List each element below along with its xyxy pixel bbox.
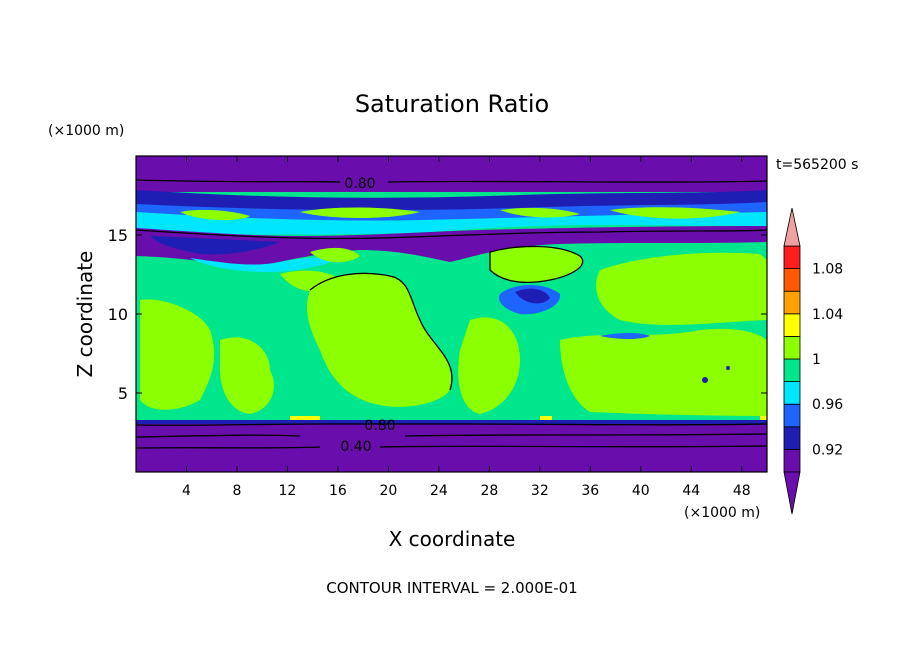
upper-blue-band — [136, 190, 767, 216]
colorbar-segment — [783, 381, 801, 405]
y-tick-label: 5 — [118, 384, 128, 403]
x-tick-label: 24 — [430, 483, 448, 499]
lower-far-right-green-region — [560, 328, 767, 416]
small-dry-spot-1 — [702, 377, 708, 383]
contour-lines — [136, 179, 767, 449]
colorbar-segment — [783, 448, 801, 473]
chart-title: Saturation Ratio — [355, 90, 549, 118]
contour-line-0.80-upper — [136, 179, 767, 183]
contour-label-2: 0.80 — [364, 418, 395, 434]
y-tick-label: 10 — [108, 305, 128, 324]
upper-green-patch-1 — [180, 209, 250, 221]
upper-green-patch-3 — [500, 207, 580, 218]
x-tick-label: 4 — [182, 483, 191, 499]
y-axis-label: Z coordinate — [73, 251, 97, 378]
colorbar-segment — [783, 268, 801, 292]
x-tick-label: 16 — [329, 483, 347, 499]
x-tick-label: 20 — [379, 483, 397, 499]
colorbar-tick-label: 1 — [812, 352, 821, 368]
x-tick-label: 36 — [581, 483, 599, 499]
upper-green-patch-2 — [300, 207, 420, 218]
colorbar-tick-label: 1.08 — [812, 262, 843, 278]
contour-labels: 0.80 0.80 0.40 — [340, 176, 395, 455]
x-axis-label: X coordinate — [389, 527, 516, 551]
small-dry-spot-2 — [726, 366, 730, 370]
x-unit-label: (×1000 m) — [684, 505, 760, 521]
central-green-region — [307, 273, 453, 407]
contour-line-region-edge — [309, 272, 453, 391]
x-tick-label: 32 — [531, 483, 549, 499]
x-tick-label: 40 — [632, 483, 650, 499]
colorbar-tick-label: 0.92 — [812, 442, 843, 458]
mid-green-patch-1 — [310, 247, 360, 263]
lower-left-green-region — [140, 299, 215, 410]
x-tick-label: 48 — [733, 483, 751, 499]
x-tick-label: 28 — [480, 483, 498, 499]
contour-label-1: 0.80 — [344, 176, 375, 192]
colorbar-segment — [783, 358, 801, 383]
upper-cyan-band — [136, 212, 767, 236]
x-tick-label: 12 — [279, 483, 297, 499]
far-right-green-region — [596, 252, 767, 325]
y-tick-label: 15 — [108, 226, 128, 245]
colorbar-under-arrow — [783, 471, 801, 515]
x-axis: 4 8 12 16 20 24 28 32 36 40 44 48 — [182, 156, 751, 499]
dry-pocket-core — [515, 288, 550, 304]
right-green-region — [490, 246, 583, 283]
colorbar-segment — [783, 290, 801, 315]
colorbar-segment — [783, 313, 801, 337]
dry-intrusion-edge — [190, 257, 340, 272]
contour-field — [136, 156, 767, 472]
time-label: t=565200 s — [776, 157, 858, 173]
dry-intrusion-core — [150, 236, 280, 255]
colorbar-tick-label: 1.04 — [812, 307, 843, 323]
x-tick-label: 8 — [232, 483, 241, 499]
surface-yellow-strip-1 — [290, 416, 320, 420]
contour-line-right-region — [489, 245, 584, 283]
y-unit-label: (×1000 m) — [48, 123, 124, 139]
colorbar-segment — [783, 335, 801, 360]
dry-intrusion — [136, 226, 767, 268]
colorbar-tick-label: 0.96 — [812, 397, 843, 413]
surface-yellow-strip-3 — [760, 416, 767, 420]
x-tick-label: 44 — [682, 483, 700, 499]
colorbar-segment — [783, 245, 801, 270]
colorbar: 0.92 0.96 1 1.04 1.08 — [783, 207, 843, 515]
colorbar-over-arrow — [783, 207, 801, 247]
lower-right-green-region — [458, 317, 520, 414]
colorbar-segment — [783, 426, 801, 450]
upper-dry-layer — [136, 156, 767, 192]
upper-green-patch-4 — [610, 207, 740, 219]
lower-layer-edge — [136, 420, 767, 424]
thin-blue-streak — [600, 333, 650, 339]
lower-mid-green-region — [220, 337, 274, 414]
surface-yellow-strip-2 — [540, 416, 552, 420]
contour-label-3: 0.40 — [340, 439, 371, 455]
contour-line-0.40 — [136, 445, 767, 449]
contour-interval-footer: CONTOUR INTERVAL = 2.000E-01 — [326, 579, 577, 597]
contour-line-0.80-lower — [136, 423, 767, 426]
colorbar-segment — [783, 403, 801, 428]
y-axis: 5 10 15 — [108, 226, 767, 403]
contour-line-mid-lower — [136, 433, 767, 438]
contour-line-upper-boundary — [136, 229, 767, 240]
